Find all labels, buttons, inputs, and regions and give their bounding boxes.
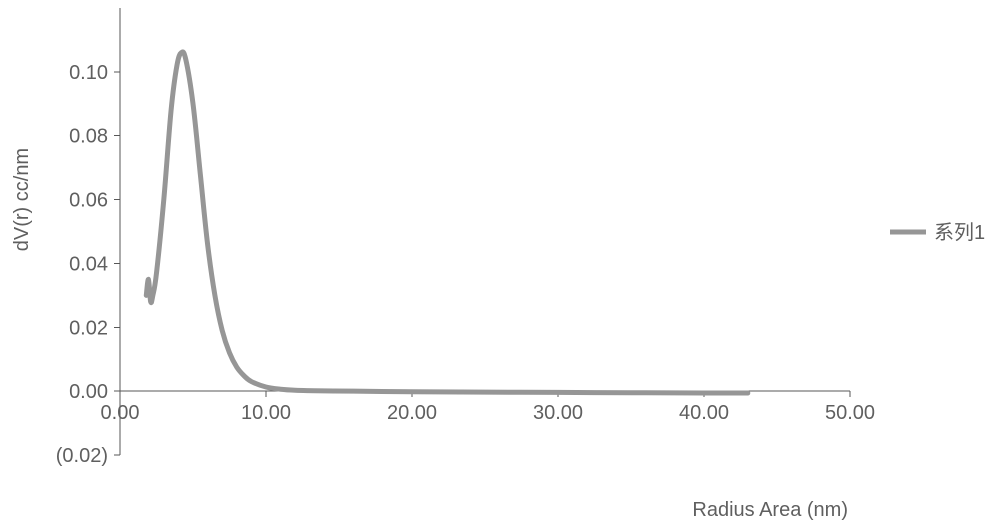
y-tick-label: 0.08 [69,126,108,148]
y-tick-label: 0.06 [69,190,108,212]
y-tick-label: 0.10 [69,62,108,84]
legend-label: 系列1 [934,221,985,244]
y-tick-label: (0.02) [56,445,108,467]
x-tick-label: 30.00 [533,402,583,424]
x-tick-label: 20.00 [387,402,437,424]
pore-size-distribution-chart: 0.00 0.02 0.04 0.06 0.08 0.10 (0.02) 0.00 10.00 2… [0,0,1000,528]
chart-svg: 0.00 0.02 0.04 0.06 0.08 0.10 (0.02) 0.00 10.00 2… [0,0,1000,528]
y-tick-label: 0.04 [69,253,108,275]
y-tick-label: 0.02 [69,317,108,339]
x-tick-label: 0.00 [101,402,140,424]
y-tick-label: 0.00 [69,381,108,403]
x-tick-label: 50.00 [825,402,875,424]
x-tick-label: 40.00 [679,402,729,424]
x-tick-label: 10.00 [241,402,291,424]
y-axis-title: dV(r) cc/nm [11,148,33,251]
x-axis-title: Radius Area (nm) [692,499,848,521]
